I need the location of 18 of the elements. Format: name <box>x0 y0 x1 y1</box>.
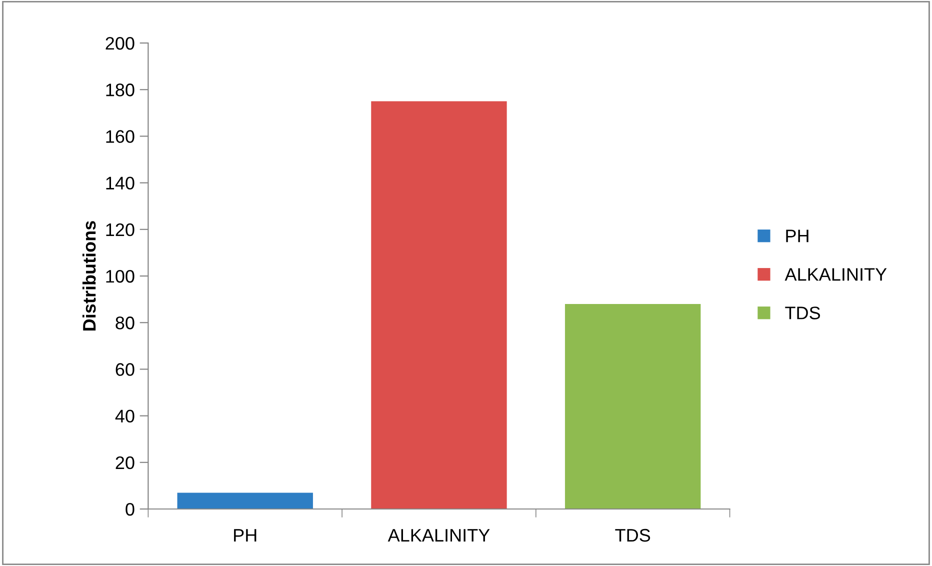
y-tick-label: 140 <box>106 176 134 190</box>
legend-label: TDS <box>785 306 820 320</box>
y-tick-label: 80 <box>116 316 134 330</box>
x-tick-label: ALKALINITY <box>388 529 490 542</box>
y-tick-label: 0 <box>126 502 134 516</box>
y-tick-label: 100 <box>106 270 134 283</box>
y-tick-label: 200 <box>106 36 134 50</box>
y-axis-title: Distributions <box>82 221 96 330</box>
y-tick-label: 40 <box>115 410 134 423</box>
x-tick-label: PH <box>234 529 256 542</box>
legend-label: ALKALINITY <box>784 268 887 281</box>
x-tick-label: TDS <box>615 528 650 542</box>
y-tick-label: 120 <box>106 223 134 236</box>
y-tick-label: 20 <box>116 456 134 470</box>
y-tick-label: 60 <box>116 363 134 376</box>
y-tick-label: 180 <box>106 84 134 96</box>
legend-label: PH <box>786 230 808 242</box>
y-tick-label: 160 <box>106 130 134 143</box>
